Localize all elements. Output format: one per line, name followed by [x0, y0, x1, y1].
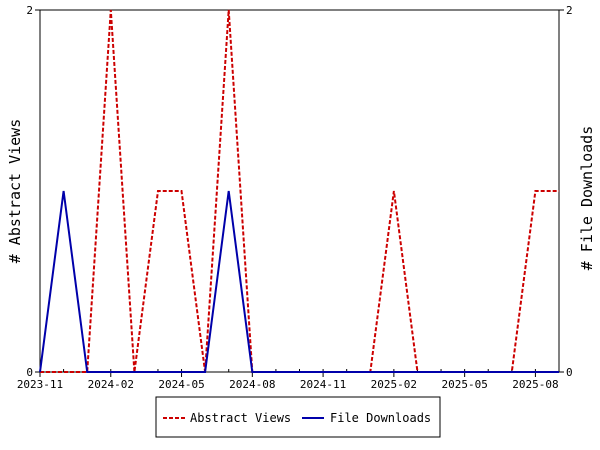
y-right-axis-title: # File Downloads	[578, 126, 596, 271]
legend: Abstract Views File Downloads	[155, 396, 441, 438]
y-right-tick-label-2: 2	[566, 4, 573, 17]
legend-box	[155, 396, 441, 438]
x-tick-label: 2025-02	[371, 378, 417, 391]
series-layer	[39, 9, 559, 373]
x-tick-label: 2025-08	[512, 378, 558, 391]
x-tick-label: 2024-11	[300, 378, 346, 391]
x-tick-label: 2024-02	[88, 378, 134, 391]
x-tick-label: 2024-08	[229, 378, 275, 391]
legend-label-abstract-views: Abstract Views	[190, 411, 291, 425]
y-left-tick-label-2: 2	[26, 4, 33, 17]
x-tick-label: 2024-05	[158, 378, 204, 391]
series-line-file-downloads	[39, 190, 559, 373]
legend-label-file-downloads: File Downloads	[330, 411, 431, 425]
y-right-tick-label-0: 0	[566, 366, 573, 379]
y-left-tick-label-0: 0	[26, 366, 33, 379]
y-axis-right: 0 2	[559, 4, 573, 379]
x-tick-label: 2025-05	[441, 378, 487, 391]
y-left-axis-title: # Abstract Views	[6, 119, 24, 264]
y-axis-left: 0 2	[26, 4, 40, 379]
x-tick-label: 2023-11	[17, 378, 63, 391]
